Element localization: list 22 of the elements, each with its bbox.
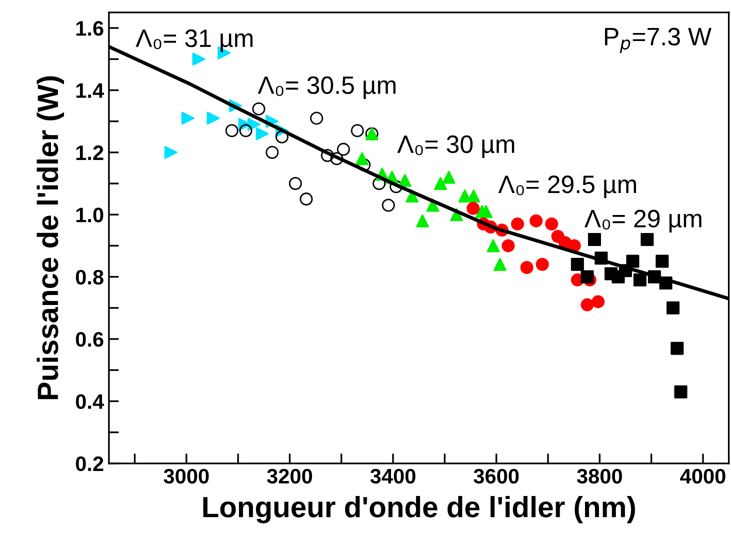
y-tick-label: 1.2: [76, 145, 104, 160]
annotation: Λ₀= 31 µm: [136, 29, 253, 52]
annotation: Λ₀= 30 µm: [397, 135, 514, 158]
y-tick-label: 1.6: [76, 21, 104, 36]
x-tick-label: 3600: [474, 468, 519, 484]
annotation: Λ₀= 30.5 µm: [258, 76, 396, 99]
y-tick-label: 0.2: [76, 456, 104, 472]
y-tick-label: 0.6: [76, 332, 104, 347]
x-tick-label: 3800: [576, 468, 622, 484]
y-axis-title: Puissance de l'idler (W): [36, 76, 64, 400]
x-tick-label: 3400: [370, 468, 416, 484]
y-tick-label: 0.8: [76, 270, 104, 285]
y-tick-label: 1.0: [76, 208, 104, 222]
annotation: Λ₀= 29.5 µm: [498, 176, 636, 198]
x-axis-title: Longueur d'onde de l'idler (nm): [203, 496, 635, 524]
x-tick-label: 4000: [680, 468, 726, 484]
annotation: P$_{p}$=7.3 W: [605, 28, 712, 53]
y-tick-label: 0.4: [76, 394, 104, 409]
x-tick-label: 3200: [267, 468, 312, 484]
y-tick-label: 1.4: [76, 83, 104, 98]
x-tick-label: 3000: [164, 468, 209, 484]
annotation: Λ₀= 29 µm: [584, 210, 702, 232]
